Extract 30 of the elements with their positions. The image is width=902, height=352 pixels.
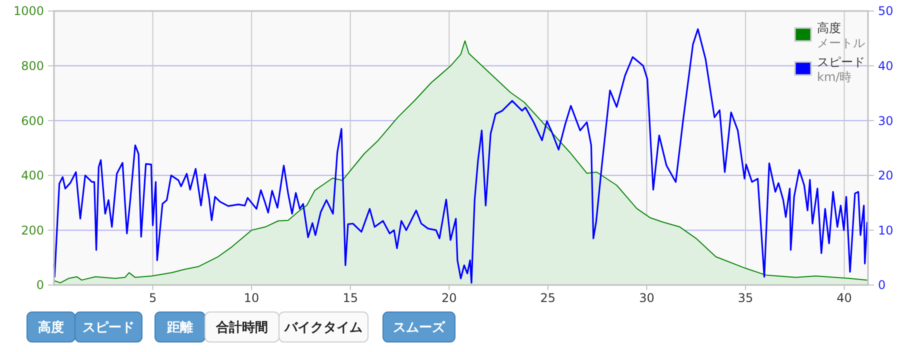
annotation: メートル: [817, 36, 865, 50]
toggle-button: バイクタイム: [278, 312, 368, 342]
y-tick-label: 600: [21, 114, 44, 128]
toggle-button: 合計時間: [204, 312, 280, 342]
y2-tick-label: 40: [878, 59, 894, 73]
y-tick-label: 1000: [13, 4, 44, 18]
x-tick-label: 35: [738, 291, 754, 305]
x-tick-label: 15: [342, 291, 358, 305]
y2-tick-label: 30: [878, 114, 894, 128]
y2-tick-label: 0: [878, 278, 886, 292]
y2-tick-label: 10: [878, 223, 894, 238]
x-tick-label: 30: [639, 291, 654, 305]
x-tick-label: 20: [442, 291, 457, 305]
y-tick-label: 400: [21, 168, 44, 183]
annotation: km/時: [817, 70, 852, 84]
legend-label: スピード: [817, 55, 865, 70]
y-tick-label: 0: [36, 278, 44, 292]
toggle-button: 高度: [26, 312, 76, 342]
toggle-button: スムーズ: [382, 312, 456, 342]
legend-label: 高度: [817, 21, 841, 36]
x-tick-label: 25: [540, 291, 556, 305]
toggle-button: スピード: [74, 312, 142, 342]
x-tick-label: 10: [244, 291, 260, 305]
y-tick-label: 200: [21, 223, 44, 238]
y2-tick-label: 50: [878, 4, 894, 18]
y-tick-label: 800: [21, 59, 44, 73]
y2-tick-label: 20: [878, 168, 894, 183]
toggle-button: 距離: [154, 312, 206, 342]
x-tick-label: 5: [148, 291, 157, 305]
x-tick-label: 40: [836, 291, 852, 305]
